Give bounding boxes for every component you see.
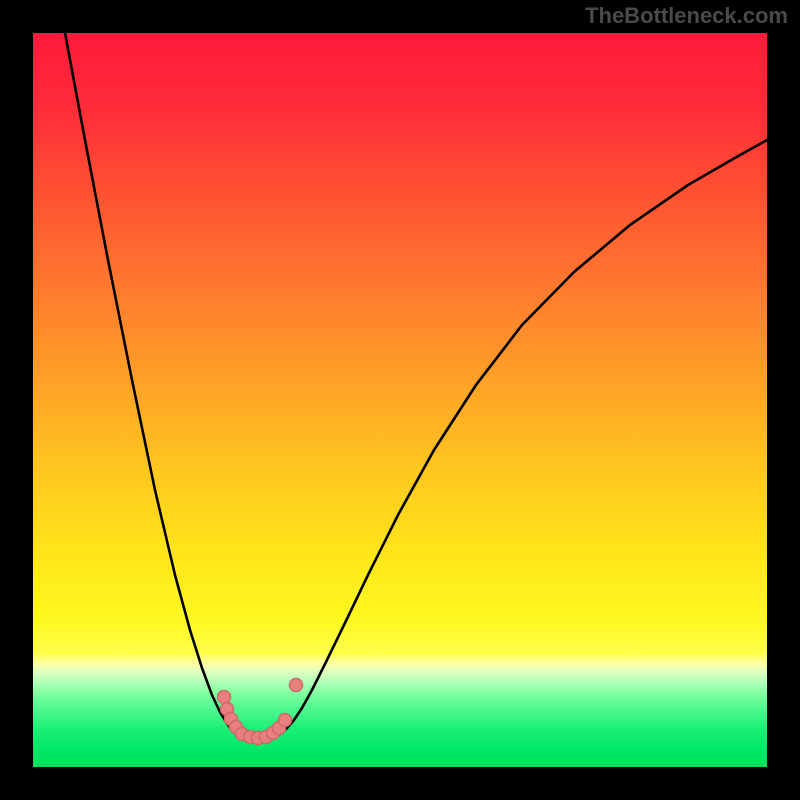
- chart-svg: [0, 0, 800, 800]
- data-dot: [218, 691, 231, 704]
- plot-background: [33, 33, 767, 767]
- data-dot: [279, 714, 292, 727]
- chart-canvas: TheBottleneck.com: [0, 0, 800, 800]
- data-dot: [290, 679, 303, 692]
- watermark-text: TheBottleneck.com: [585, 3, 788, 29]
